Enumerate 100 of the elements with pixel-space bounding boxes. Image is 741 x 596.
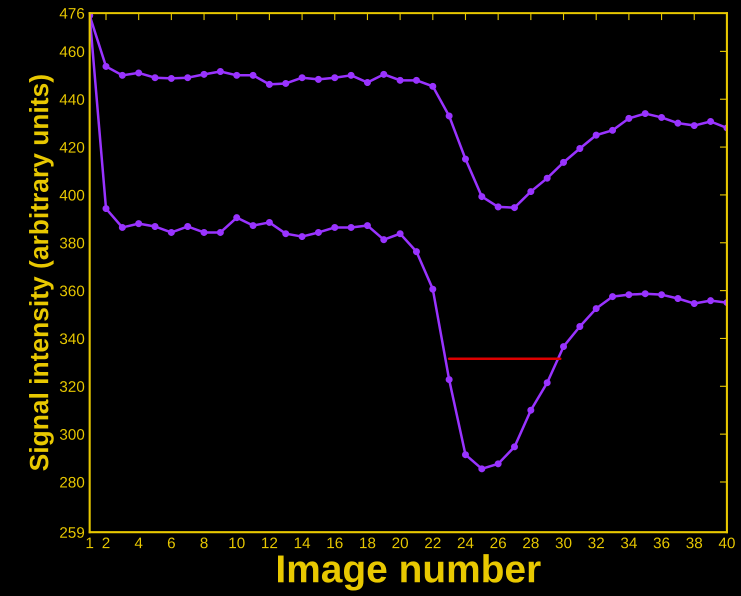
x-tick-label: 18 [360, 537, 376, 548]
x-tick-label: 1 [86, 538, 94, 548]
point [168, 229, 175, 236]
point [102, 62, 110, 70]
point [200, 70, 208, 78]
point [152, 74, 158, 82]
x-tick-label: 10 [229, 537, 245, 548]
x-tick-label: 14 [294, 538, 310, 548]
point [642, 110, 649, 118]
point [658, 114, 666, 121]
point [446, 376, 453, 384]
point [511, 443, 518, 450]
x-tick-label: 36 [654, 537, 670, 548]
x-tick-label: 2 [102, 537, 110, 548]
point [282, 230, 290, 238]
x-tick-label: 30 [556, 537, 572, 548]
point [200, 229, 208, 236]
point [511, 204, 518, 212]
y-tick-label: 440 [60, 94, 84, 105]
point [494, 203, 502, 210]
y-tick-label: 380 [60, 238, 84, 248]
x-tick-label: 34 [620, 537, 637, 548]
point [429, 286, 436, 293]
x-tick-label: 24 [458, 537, 474, 548]
x-tick-label: 40 [718, 537, 735, 548]
point [544, 174, 551, 182]
point [576, 323, 584, 330]
x-tick-label: 8 [200, 537, 208, 548]
point [364, 222, 371, 230]
point [118, 224, 126, 231]
point [560, 158, 567, 166]
point [560, 343, 567, 350]
point [478, 193, 486, 200]
x-tick-label: 22 [425, 537, 441, 548]
x-tick-label: 32 [588, 537, 604, 548]
point [118, 72, 126, 79]
point [707, 118, 714, 125]
point [592, 305, 600, 312]
point [348, 224, 355, 231]
point [674, 120, 682, 127]
y-tick-label: 300 [60, 429, 84, 440]
point [233, 72, 240, 79]
point [609, 293, 616, 300]
point [298, 74, 306, 82]
point [314, 76, 322, 83]
point [250, 72, 257, 79]
x-tick-label: 12 [262, 537, 278, 548]
point [216, 68, 224, 75]
point [298, 233, 306, 240]
point [625, 114, 632, 122]
y-tick-label: 340 [60, 333, 84, 344]
point [690, 122, 698, 130]
point [658, 291, 666, 298]
y-tick-label: 360 [60, 285, 84, 296]
point [412, 76, 420, 84]
point [478, 465, 486, 472]
point [380, 70, 388, 78]
y-axis-title: Signal intensity (arbitrary units) [29, 75, 54, 471]
point [592, 132, 600, 139]
point [168, 74, 175, 82]
y-tick-label: 400 [60, 190, 84, 201]
x-tick-label: 28 [523, 537, 539, 548]
y-tick-label: 420 [60, 142, 84, 153]
point [380, 236, 388, 244]
point [102, 205, 110, 212]
point [527, 406, 534, 414]
point [135, 220, 142, 228]
point [233, 214, 240, 222]
point [266, 218, 273, 226]
point [216, 229, 224, 236]
point [250, 222, 257, 230]
point [674, 295, 682, 302]
point [690, 300, 698, 308]
point [348, 72, 355, 79]
point [184, 223, 192, 230]
point [314, 229, 322, 236]
point [609, 126, 616, 134]
point [494, 460, 502, 468]
point [331, 224, 338, 231]
point [282, 80, 290, 87]
point [429, 82, 436, 90]
point [152, 223, 158, 230]
point [462, 156, 469, 163]
point [331, 74, 338, 82]
point [396, 230, 404, 238]
x-tick-label: 26 [490, 537, 506, 548]
x-tick-label: 16 [327, 537, 343, 548]
point [462, 451, 469, 458]
x-tick-label: 20 [392, 537, 408, 548]
point [446, 112, 453, 120]
point [625, 291, 632, 298]
x-tick-label: 38 [686, 537, 702, 548]
point [576, 145, 584, 152]
point [642, 290, 649, 298]
y-tick-label: 259 [60, 527, 84, 538]
y-tick-label: 476 [60, 8, 84, 19]
point [364, 79, 371, 86]
y-tick-label: 320 [60, 381, 84, 392]
x-tick-label: 6 [168, 537, 175, 548]
point [527, 188, 534, 196]
